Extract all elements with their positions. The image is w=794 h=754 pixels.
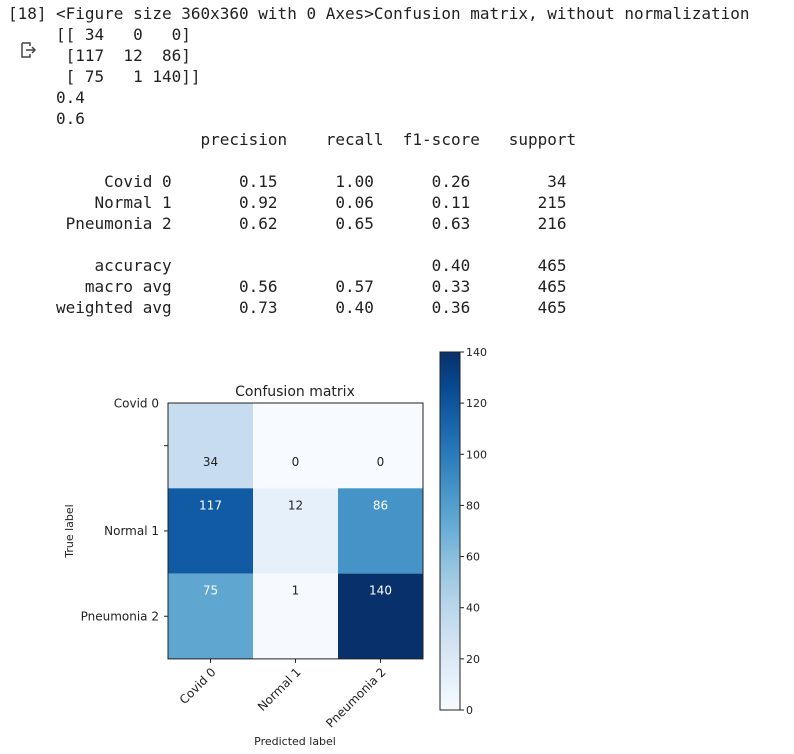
y-tick-label: Covid 0 (114, 397, 159, 411)
output-redirect-icon[interactable] (18, 40, 38, 60)
colorbar-tick-label: 0 (466, 704, 473, 717)
heatmap-cell (168, 488, 253, 574)
x-tick-label: Normal 1 (255, 665, 304, 714)
colorbar (439, 351, 461, 711)
heatmap-cell (338, 573, 423, 659)
cell-value-label: 0 (292, 455, 300, 469)
x-tick-label: Pneumonia 2 (323, 665, 388, 730)
cell-value-label: 0 (377, 455, 385, 469)
colorbar-tick-label: 120 (466, 397, 487, 410)
x-axis-label: Predicted label (254, 735, 336, 748)
cell-output-text: <Figure size 360x360 with 0 Axes>Confusi… (56, 4, 750, 317)
heatmap-cell (253, 403, 338, 489)
cell-value-label: 140 (369, 584, 392, 598)
colorbar-tick-label: 80 (466, 499, 480, 512)
colorbar-tick-label: 40 (466, 602, 480, 615)
y-axis-label: True label (63, 504, 76, 558)
heatmap-cell (253, 488, 338, 574)
chart-title: Confusion matrix (235, 384, 355, 400)
colorbar-tick-label: 20 (466, 653, 480, 666)
execution-count: [18] (8, 4, 47, 23)
y-tick-label: Pneumonia 2 (81, 609, 159, 623)
heatmap-cell (253, 573, 338, 659)
cell-value-label: 117 (199, 498, 222, 512)
cell-value-label: 75 (203, 584, 218, 598)
heatmap-cell (168, 403, 253, 489)
cell-value-label: 1 (292, 584, 300, 598)
colorbar-tick-label: 100 (466, 448, 487, 461)
x-tick-label: Covid 0 (177, 665, 219, 707)
colorbar-tick-label: 140 (466, 346, 487, 359)
cell-value-label: 34 (203, 455, 218, 469)
y-tick-label: Normal 1 (104, 524, 159, 538)
heatmap-cell (338, 488, 423, 574)
colorbar-tick-label: 60 (466, 551, 480, 564)
cell-value-label: 12 (288, 498, 303, 512)
heatmap-cell (168, 573, 253, 659)
heatmap-cell (338, 403, 423, 489)
cell-value-label: 86 (373, 498, 388, 512)
